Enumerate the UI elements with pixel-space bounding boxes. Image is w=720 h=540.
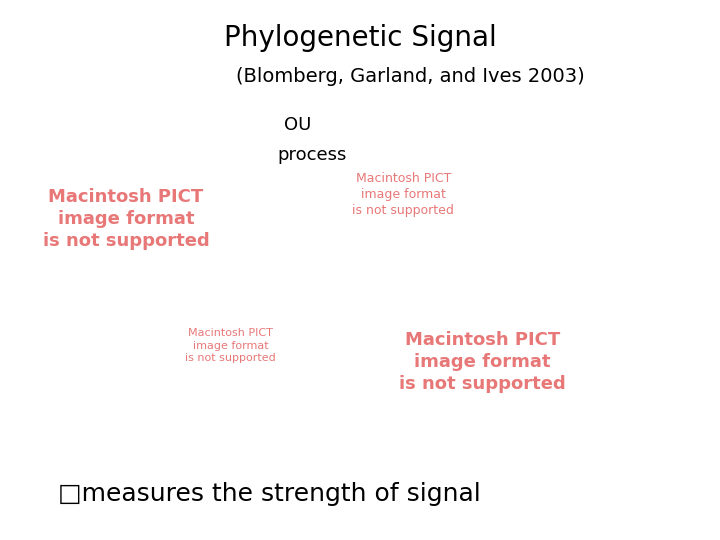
Text: (Blomberg, Garland, and Ives 2003): (Blomberg, Garland, and Ives 2003) [236,68,585,86]
Text: Macintosh PICT
image format
is not supported: Macintosh PICT image format is not suppo… [185,328,276,363]
Text: □measures the strength of signal: □measures the strength of signal [58,482,480,506]
Text: Macintosh PICT
image format
is not supported: Macintosh PICT image format is not suppo… [352,172,454,217]
Text: OU: OU [284,116,312,134]
Text: Macintosh PICT
image format
is not supported: Macintosh PICT image format is not suppo… [42,187,210,250]
Text: process: process [277,146,346,164]
Text: Phylogenetic Signal: Phylogenetic Signal [224,24,496,52]
Text: Macintosh PICT
image format
is not supported: Macintosh PICT image format is not suppo… [399,330,566,393]
